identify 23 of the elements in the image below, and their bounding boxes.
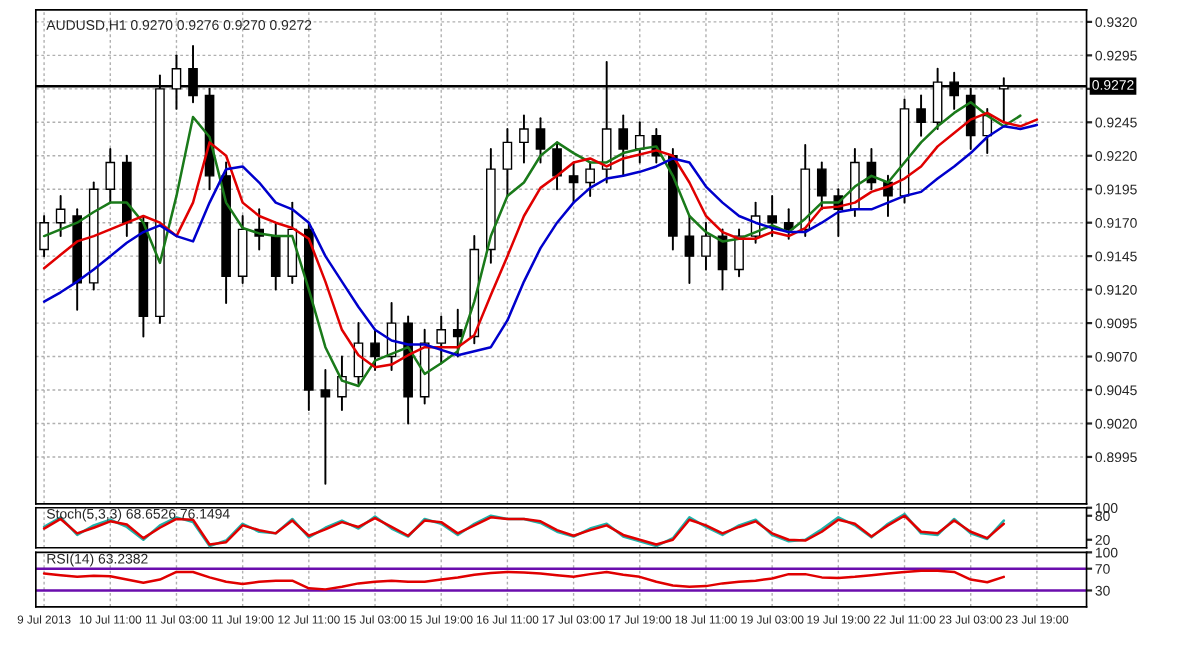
candlestick — [585, 161, 595, 197]
candlestick — [767, 194, 777, 238]
candlestick — [701, 221, 711, 271]
candlestick — [816, 161, 827, 211]
candlestick — [237, 215, 248, 284]
candlestick — [270, 221, 281, 291]
candlestick — [535, 117, 546, 164]
candlestick — [552, 141, 562, 191]
candlestick — [370, 328, 380, 371]
candlestick — [320, 368, 331, 485]
candlestick — [783, 208, 794, 240]
candlestick — [105, 148, 116, 204]
line-series — [42, 569, 1006, 591]
candlestick — [568, 161, 579, 204]
candlestick — [916, 94, 926, 137]
candlestick — [519, 114, 529, 164]
candlestick — [436, 315, 447, 365]
candlestick — [618, 114, 629, 177]
candlestick — [502, 128, 513, 197]
candlestick — [734, 228, 744, 278]
candlestick — [634, 121, 645, 164]
candlestick — [452, 308, 463, 358]
candlestick — [684, 215, 695, 284]
